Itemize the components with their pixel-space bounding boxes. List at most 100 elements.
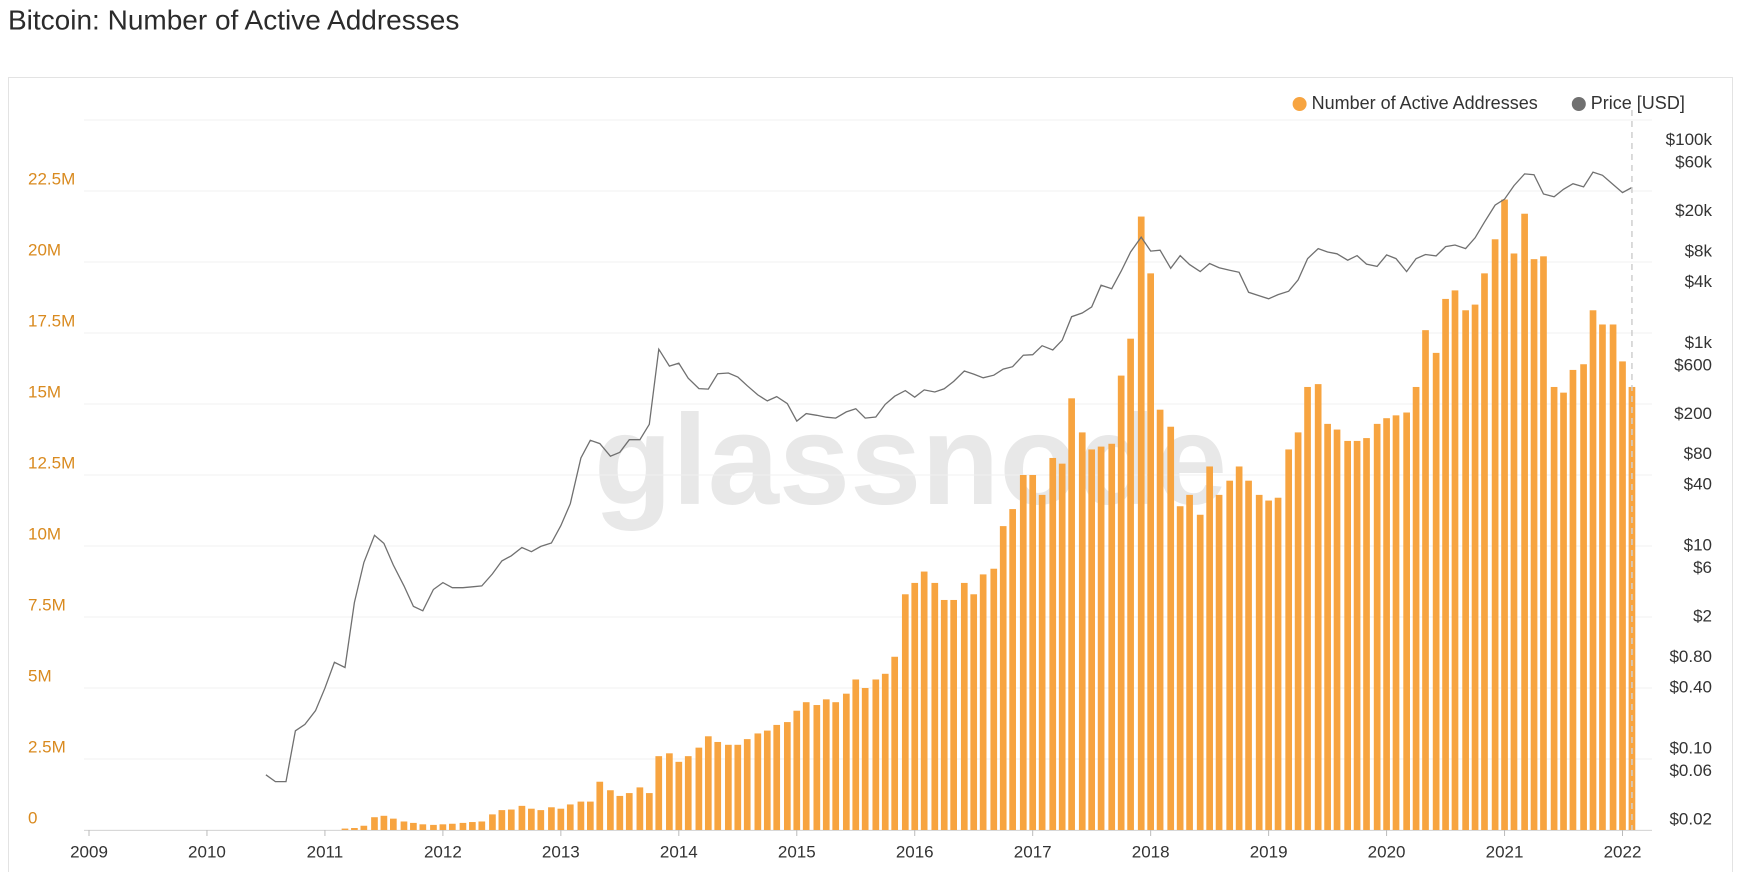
bar: [990, 568, 998, 830]
bar: [478, 821, 486, 830]
bar: [1226, 480, 1234, 830]
bar: [1088, 449, 1096, 830]
bar: [743, 739, 751, 830]
bar: [439, 824, 447, 830]
bar: [950, 599, 958, 830]
bar: [1344, 440, 1351, 830]
bar: [390, 818, 397, 830]
bar: [1392, 415, 1400, 830]
bar: [1353, 440, 1361, 830]
bar: [999, 526, 1007, 830]
x-tick-label: 2020: [1368, 842, 1406, 861]
bar: [498, 810, 506, 830]
bar: [1599, 324, 1606, 830]
y2-tick-label: $8k: [1685, 241, 1713, 260]
legend-label: Price [USD]: [1591, 93, 1685, 113]
bar: [832, 702, 840, 830]
bar: [1009, 509, 1016, 830]
bar: [1117, 375, 1125, 830]
bar: [675, 761, 683, 830]
bar: [1373, 423, 1381, 830]
bar: [1156, 409, 1164, 830]
bar: [1068, 398, 1075, 830]
bar: [1245, 480, 1252, 830]
x-tick-label: 2016: [896, 842, 934, 861]
bar: [1285, 449, 1293, 830]
bar: [1196, 514, 1204, 830]
bar: [813, 705, 821, 830]
bar: [400, 821, 408, 830]
bar: [970, 594, 978, 830]
bar: [1481, 273, 1488, 830]
y-tick-label: 12.5M: [28, 453, 75, 472]
y2-tick-label: $40: [1684, 475, 1712, 494]
bar: [1422, 330, 1429, 830]
bar: [979, 574, 987, 830]
bar: [1432, 352, 1440, 830]
y-tick-label: 2.5M: [28, 737, 66, 756]
y2-tick-label: $6: [1693, 558, 1712, 577]
bar: [1167, 426, 1175, 830]
bar: [695, 747, 703, 830]
bar: [1314, 384, 1322, 830]
bar: [754, 733, 762, 830]
legend-marker: [1292, 97, 1307, 111]
bar: [1147, 273, 1155, 830]
y2-tick-label: $1k: [1685, 333, 1713, 352]
bar: [380, 815, 388, 830]
bar: [1530, 259, 1538, 830]
bar: [645, 793, 653, 830]
bar: [1521, 213, 1528, 831]
y-tick-label: 20M: [28, 240, 61, 259]
legend-label: Number of Active Addresses: [1312, 93, 1538, 113]
y2-tick-label: $600: [1674, 355, 1712, 374]
bar: [1304, 386, 1311, 830]
bar: [872, 679, 880, 830]
bar: [1137, 216, 1145, 830]
bar: [1127, 338, 1134, 830]
bar: [1294, 432, 1302, 830]
bar: [586, 801, 594, 830]
y-tick-label: 10M: [28, 524, 61, 543]
bar: [881, 673, 889, 830]
x-tick-label: 2021: [1486, 842, 1524, 861]
bar: [1324, 423, 1331, 830]
bar: [655, 756, 663, 830]
bar: [911, 582, 919, 830]
y2-tick-label: $0.02: [1669, 809, 1712, 828]
bar: [734, 744, 742, 830]
x-tick-label: 2015: [778, 842, 816, 861]
y2-tick-label: $10: [1684, 536, 1712, 555]
bar: [636, 787, 644, 830]
bar: [459, 822, 467, 830]
bar: [537, 810, 545, 830]
x-tick-label: 2022: [1604, 842, 1642, 861]
bar: [518, 805, 526, 830]
bar: [1569, 369, 1577, 830]
bar: [714, 741, 722, 830]
bar: [1097, 446, 1105, 830]
bar: [566, 804, 574, 830]
bar: [763, 730, 771, 830]
x-tick-label: 2010: [188, 842, 226, 861]
bar: [1383, 418, 1390, 830]
bar: [773, 724, 781, 830]
bar: [577, 801, 585, 830]
bar: [360, 825, 368, 830]
bar: [1363, 438, 1370, 830]
y2-tick-label: $0.40: [1669, 678, 1712, 697]
bar: [1206, 466, 1213, 830]
bar: [1510, 253, 1518, 831]
y2-tick-label: $20k: [1675, 201, 1712, 220]
bar: [1186, 494, 1193, 830]
y-tick-label: 15M: [28, 382, 61, 401]
bar: [666, 753, 673, 830]
bar: [1412, 386, 1420, 830]
bar-layer: [341, 199, 1636, 831]
x-tick-label: 2012: [424, 842, 462, 861]
chart-title: Bitcoin: Number of Active Addresses: [8, 4, 459, 35]
bar: [1038, 494, 1046, 830]
bar: [802, 702, 810, 830]
